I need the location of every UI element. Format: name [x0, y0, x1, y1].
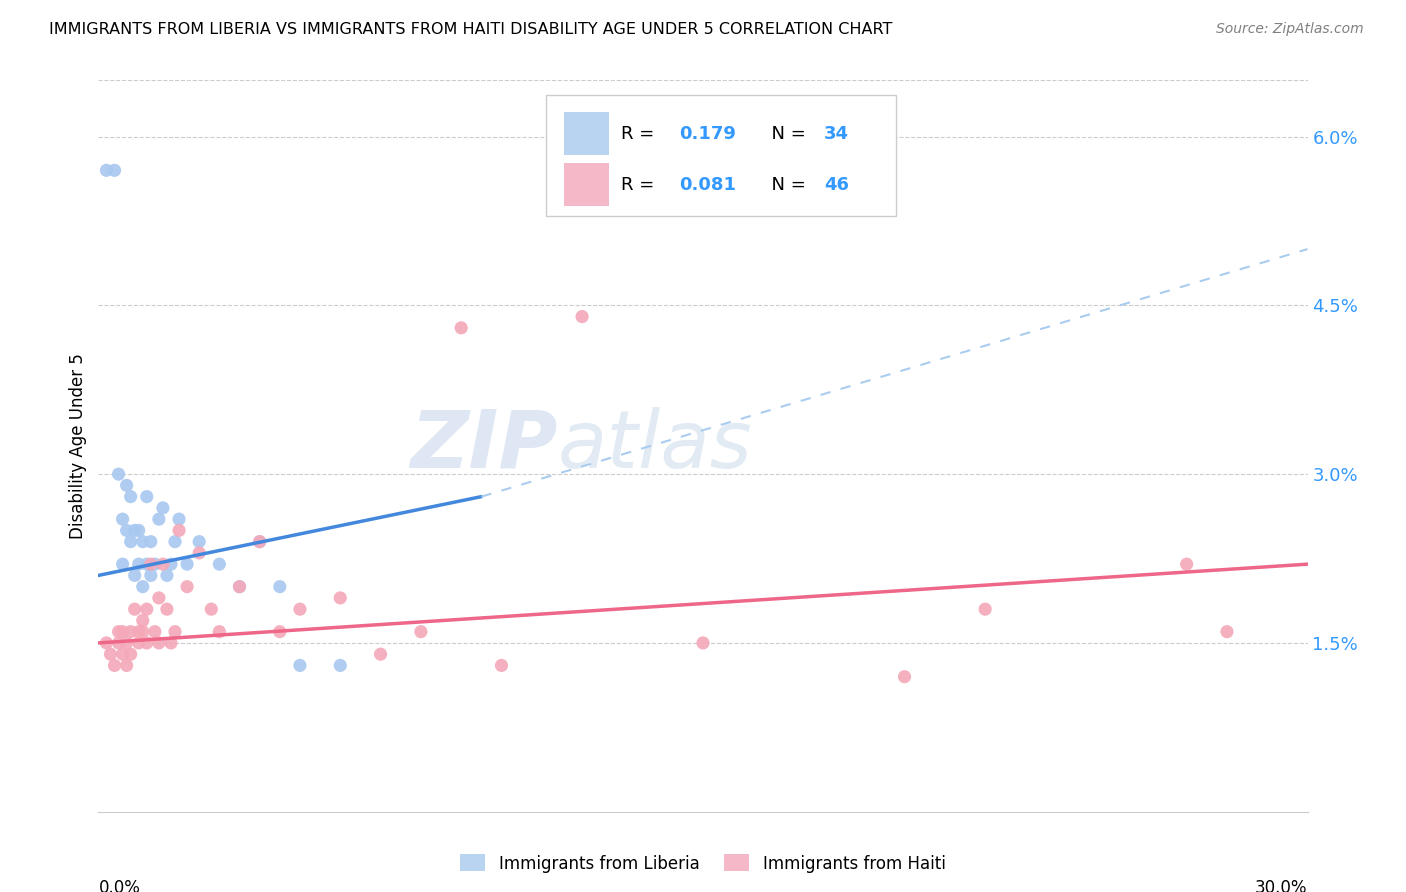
- Point: [167, 512, 190, 526]
- Point: [96, 163, 118, 178]
- Point: [163, 624, 186, 639]
- Text: R =: R =: [621, 125, 659, 143]
- Point: [163, 534, 186, 549]
- Point: [160, 636, 183, 650]
- Point: [111, 624, 134, 639]
- Text: Source: ZipAtlas.com: Source: ZipAtlas.com: [1216, 22, 1364, 37]
- Point: [124, 524, 146, 538]
- Text: 34: 34: [824, 125, 849, 143]
- Point: [132, 624, 155, 639]
- Text: ZIP: ZIP: [411, 407, 558, 485]
- Point: [152, 500, 174, 515]
- FancyBboxPatch shape: [564, 112, 609, 155]
- Point: [115, 636, 138, 650]
- Point: [288, 658, 311, 673]
- Text: atlas: atlas: [558, 407, 752, 485]
- Text: 0.081: 0.081: [679, 176, 735, 194]
- Point: [208, 557, 231, 571]
- Point: [132, 614, 155, 628]
- Point: [132, 580, 155, 594]
- Point: [135, 602, 157, 616]
- Text: 46: 46: [824, 176, 849, 194]
- Text: 0.179: 0.179: [679, 125, 735, 143]
- Text: IMMIGRANTS FROM LIBERIA VS IMMIGRANTS FROM HAITI DISABILITY AGE UNDER 5 CORRELAT: IMMIGRANTS FROM LIBERIA VS IMMIGRANTS FR…: [49, 22, 893, 37]
- Point: [96, 636, 118, 650]
- Point: [409, 624, 432, 639]
- Point: [893, 670, 915, 684]
- Legend: Immigrants from Liberia, Immigrants from Haiti: Immigrants from Liberia, Immigrants from…: [454, 847, 952, 880]
- Point: [107, 467, 129, 482]
- Point: [188, 546, 211, 560]
- Point: [107, 636, 129, 650]
- Y-axis label: Disability Age Under 5: Disability Age Under 5: [69, 353, 87, 539]
- Text: N =: N =: [759, 125, 811, 143]
- Text: 0.0%: 0.0%: [98, 880, 141, 892]
- Point: [167, 524, 190, 538]
- Point: [107, 624, 129, 639]
- Point: [148, 591, 170, 605]
- Point: [249, 534, 271, 549]
- Point: [176, 580, 198, 594]
- Point: [571, 310, 593, 324]
- Point: [176, 557, 198, 571]
- Point: [120, 647, 142, 661]
- Point: [228, 580, 250, 594]
- Point: [111, 647, 134, 661]
- Point: [103, 163, 125, 178]
- Point: [128, 524, 150, 538]
- Point: [1175, 557, 1198, 571]
- Point: [450, 321, 472, 335]
- Point: [269, 624, 291, 639]
- Point: [100, 647, 122, 661]
- Point: [120, 490, 142, 504]
- Point: [692, 636, 714, 650]
- Point: [288, 602, 311, 616]
- Point: [370, 647, 392, 661]
- Point: [143, 624, 166, 639]
- Point: [160, 557, 183, 571]
- Point: [111, 557, 134, 571]
- Point: [139, 557, 162, 571]
- Point: [329, 591, 352, 605]
- Point: [111, 512, 134, 526]
- Point: [103, 658, 125, 673]
- Point: [135, 557, 157, 571]
- Point: [132, 534, 155, 549]
- FancyBboxPatch shape: [546, 95, 897, 216]
- Point: [329, 658, 352, 673]
- Point: [115, 658, 138, 673]
- Point: [120, 624, 142, 639]
- Point: [152, 557, 174, 571]
- Point: [128, 636, 150, 650]
- Point: [124, 602, 146, 616]
- Point: [135, 636, 157, 650]
- Point: [148, 636, 170, 650]
- Point: [208, 624, 231, 639]
- Point: [1216, 624, 1239, 639]
- Point: [143, 557, 166, 571]
- Point: [269, 580, 291, 594]
- Point: [135, 490, 157, 504]
- FancyBboxPatch shape: [564, 163, 609, 206]
- Point: [148, 512, 170, 526]
- Point: [128, 557, 150, 571]
- Point: [156, 602, 179, 616]
- Point: [249, 534, 271, 549]
- Point: [120, 534, 142, 549]
- Point: [491, 658, 513, 673]
- Point: [139, 568, 162, 582]
- Point: [115, 478, 138, 492]
- Point: [156, 568, 179, 582]
- Point: [974, 602, 997, 616]
- Point: [228, 580, 250, 594]
- Text: R =: R =: [621, 176, 659, 194]
- Point: [115, 524, 138, 538]
- Point: [200, 602, 222, 616]
- Point: [128, 624, 150, 639]
- Point: [124, 568, 146, 582]
- Text: N =: N =: [759, 176, 811, 194]
- Point: [139, 534, 162, 549]
- Point: [188, 534, 211, 549]
- Text: 30.0%: 30.0%: [1256, 880, 1308, 892]
